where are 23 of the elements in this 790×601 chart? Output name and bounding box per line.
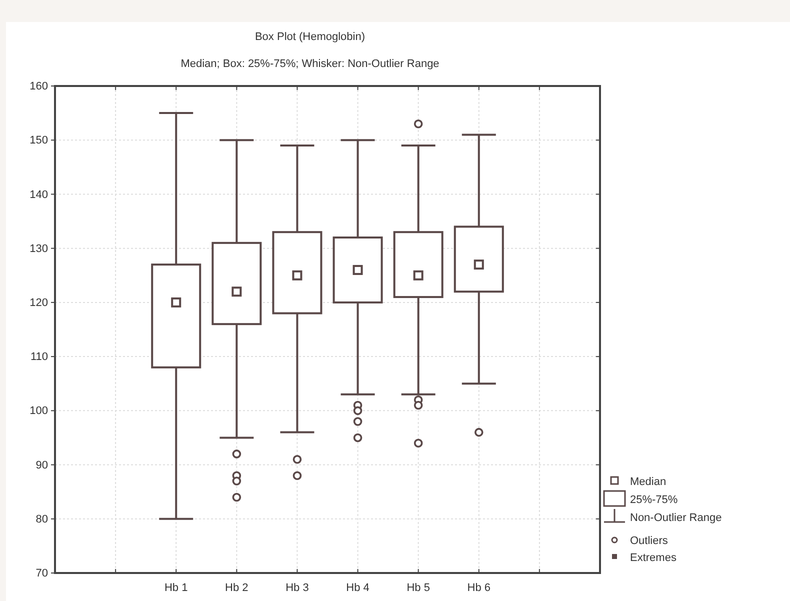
text: Median — [630, 476, 666, 488]
chart-subtitle: Median; Box: 25%-75%; Whisker: Non-Outlier Range — [180, 58, 440, 70]
y-tick-label: 120 — [30, 296, 48, 309]
x-tick-label: Hb 5 — [406, 582, 430, 594]
y-tick-label: 110 — [30, 351, 48, 364]
y-tick-label: 90 — [36, 459, 48, 472]
y-tick-label: 130 — [30, 242, 48, 255]
x-tick-label: Hb 6 — [467, 582, 491, 594]
text: Extremes — [630, 552, 677, 564]
text: Non-Outlier Range — [630, 512, 722, 524]
x-tick-label: Hb 1 — [164, 582, 188, 594]
text: Outliers — [630, 535, 668, 547]
y-tick-label: 150 — [30, 134, 48, 147]
x-tick-label: Hb 3 — [286, 582, 309, 594]
x-tick-label: Hb 4 — [346, 582, 370, 594]
x-tick-label: Hb 2 — [225, 582, 248, 594]
y-tick-label: 100 — [30, 405, 48, 418]
y-tick-label: 140 — [30, 188, 48, 201]
y-tick-label: 160 — [30, 80, 48, 93]
y-tick-label: 80 — [36, 513, 48, 526]
y-tick-label: 70 — [36, 568, 48, 580]
chart-title: Box Plot (Hemoglobin) — [254, 31, 366, 43]
text: 25%-75% — [630, 494, 678, 506]
